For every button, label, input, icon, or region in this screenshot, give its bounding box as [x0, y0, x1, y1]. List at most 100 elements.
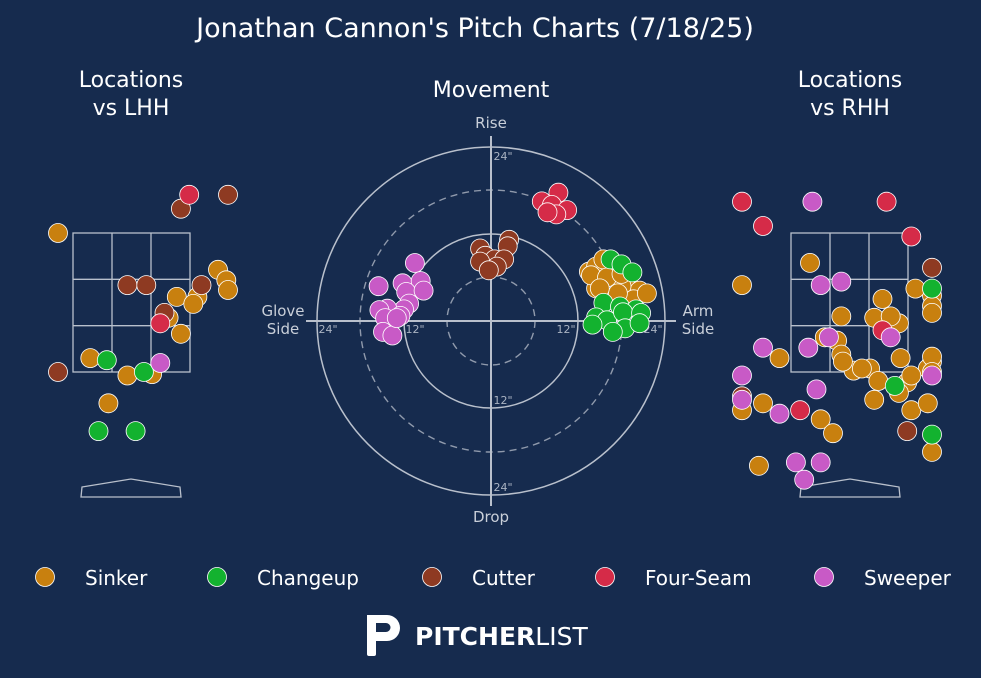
tick-bottom-12: 12" [493, 394, 512, 407]
legend-marker-sweeper [814, 567, 834, 587]
rhh-point-cutter-0 [922, 257, 942, 278]
chart-title: Jonathan Cannon's Pitch Charts (7/18/25) [194, 13, 754, 44]
lhh-point-four-seam-1 [150, 313, 171, 334]
tick-left-12: 12" [405, 323, 424, 336]
brand-text: PITCHERLIST [415, 622, 588, 651]
legend-label-cutter: Cutter [472, 566, 536, 590]
rhh-point-sweeper-0 [802, 191, 823, 212]
arm-side-label-line1: Arm [683, 302, 714, 320]
movement-point-changeup-12 [602, 321, 623, 342]
lhh-point-cutter-1 [136, 275, 157, 296]
legend-label-sinker: Sinker [85, 566, 148, 590]
movement-point-changeup-13 [629, 313, 650, 334]
rhh-point-sinker-14 [732, 275, 752, 296]
movement-point-sweeper-6 [368, 276, 389, 297]
lhh-point-cutter-0 [117, 275, 138, 296]
glove-side-label-line2: Side [267, 320, 299, 338]
lhh-point-sinker-12 [48, 223, 68, 243]
rhh-point-sweeper-8 [806, 379, 827, 400]
rhh-points [732, 191, 942, 490]
lhh-point-changeup-2 [88, 421, 109, 442]
lhh-point-changeup-0 [96, 350, 117, 371]
legend-label-four-seam: Four-Seam [645, 566, 752, 590]
movement-point-cutter-8 [478, 260, 499, 281]
tick-top-24: 24" [493, 150, 512, 163]
lhh-point-sinker-5 [183, 293, 204, 314]
legend-marker-changeup [207, 567, 227, 587]
rhh-point-sinker-5 [872, 289, 893, 309]
rhh-point-sinker-24 [852, 358, 872, 379]
lhh-title-line2: vs LHH [93, 96, 170, 121]
rhh-point-sinker-25 [890, 348, 911, 369]
lhh-point-sinker-7 [170, 323, 191, 344]
rhh-point-sinker-21 [922, 302, 942, 323]
rhh-point-sinker-22 [868, 371, 889, 391]
lhh-point-sinker-9 [117, 365, 138, 386]
rise-label: Rise [475, 114, 507, 132]
rhh-point-sweeper-4 [798, 337, 819, 358]
rhh-point-sweeper-9 [769, 403, 790, 424]
rhh-point-changeup-1 [884, 375, 905, 396]
rhh-point-sweeper-2 [831, 271, 852, 292]
movement-point-sinker-15 [637, 283, 657, 304]
lhh-point-sweeper-0 [150, 353, 171, 373]
rhh-point-sweeper-12 [794, 469, 815, 490]
rhh-point-sweeper-14 [732, 365, 752, 386]
arm-side-label-line2: Side [682, 320, 714, 338]
legend-label-changeup: Changeup [257, 566, 359, 590]
rhh-point-sweeper-6 [880, 327, 901, 348]
rhh-point-cutter-2 [897, 421, 918, 442]
lhh-point-sinker-11 [98, 393, 119, 414]
rhh-point-sinker-36 [749, 455, 769, 476]
rhh-point-sinker-31 [922, 441, 942, 462]
rhh-point-sweeper-10 [786, 452, 806, 473]
lhh-location-panel [48, 184, 238, 498]
pitcherlist-logo: PITCHERLIST [367, 615, 588, 656]
lhh-point-changeup-1 [133, 362, 154, 382]
lhh-point-cutter-4 [218, 184, 238, 205]
brand-bold: PITCHER [415, 622, 535, 651]
rhh-point-four-seam-5 [790, 400, 810, 421]
legend-marker-four-seam [595, 567, 615, 587]
rhh-point-sinker-23 [833, 351, 853, 372]
rhh-location-panel [732, 191, 942, 498]
lhh-points [48, 184, 238, 442]
lhh-point-sinker-2 [218, 280, 238, 300]
lhh-point-cutter-2 [191, 275, 212, 296]
legend-marker-cutter [422, 567, 442, 587]
rhh-point-sinker-30 [917, 393, 938, 414]
glove-side-label-line1: Glove [261, 302, 304, 320]
lhh-point-four-seam-0 [179, 184, 200, 205]
tick-left-24: 24" [318, 323, 337, 336]
rhh-point-four-seam-0 [732, 191, 752, 212]
rhh-point-sinker-34 [823, 423, 843, 444]
rhh-point-sinker-3 [831, 306, 852, 327]
legend: Sinker Changeup Cutter Four-Seam Sweeper [35, 566, 952, 590]
rhh-point-sweeper-3 [753, 337, 773, 358]
rhh-point-four-seam-3 [901, 226, 922, 247]
pitcherlist-p-icon [367, 615, 400, 656]
drop-label: Drop [473, 508, 509, 526]
lhh-title-line1: Locations [79, 68, 184, 93]
rhh-point-sweeper-13 [732, 389, 752, 410]
rhh-title-line1: Locations [798, 68, 903, 93]
rhh-point-sinker-6 [905, 278, 926, 299]
rhh-point-sweeper-5 [819, 327, 839, 348]
movement-point-changeup-2 [622, 262, 643, 283]
tick-bottom-24: 24" [493, 481, 512, 494]
rhh-point-sinker-28 [864, 389, 885, 410]
rhh-point-sinker-27 [753, 393, 773, 414]
lhh-point-sinker-8 [80, 348, 101, 369]
lhh-home-plate [80, 478, 182, 498]
lhh-point-changeup-3 [125, 421, 146, 442]
rhh-point-sweeper-1 [810, 275, 831, 296]
movement-point-sweeper-13 [382, 325, 403, 346]
rhh-point-changeup-2 [922, 424, 942, 445]
movement-point-sweeper-14 [386, 308, 407, 329]
movement-title: Movement [433, 78, 550, 103]
rhh-point-sinker-0 [800, 252, 820, 273]
rhh-point-sinker-15 [769, 348, 790, 369]
tick-right-12: 12" [556, 323, 575, 336]
